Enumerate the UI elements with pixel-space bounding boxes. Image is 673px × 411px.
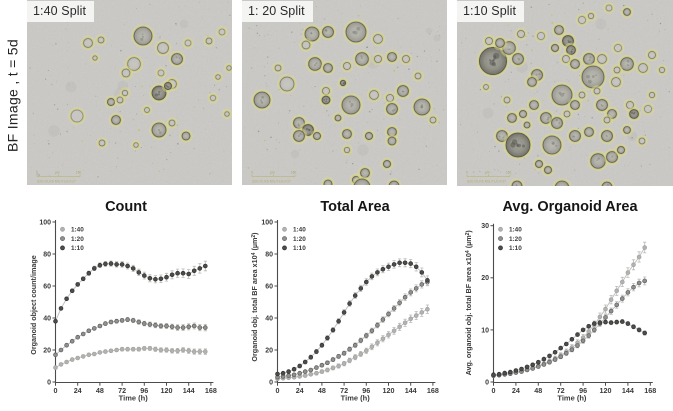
svg-text:168: 168 <box>205 386 217 395</box>
svg-text:96: 96 <box>362 386 370 395</box>
svg-text:72: 72 <box>118 386 126 395</box>
svg-text:Organoid object count/image: Organoid object count/image <box>29 255 38 354</box>
svg-text:72: 72 <box>557 386 565 395</box>
svg-text:Count: Count <box>105 199 147 215</box>
svg-text:10: 10 <box>481 327 489 334</box>
svg-text:80: 80 <box>43 251 51 258</box>
svg-text:0: 0 <box>47 379 51 386</box>
svg-text:24: 24 <box>74 386 82 395</box>
svg-text:100: 100 <box>39 219 51 226</box>
svg-text:Total Area: Total Area <box>320 199 390 215</box>
svg-text:40: 40 <box>43 315 51 322</box>
svg-text:Avg. Organoid Area: Avg. Organoid Area <box>502 199 638 215</box>
svg-text:1:40: 1:40 <box>509 227 522 234</box>
svg-text:144: 144 <box>405 386 417 395</box>
svg-text:30: 30 <box>481 223 489 230</box>
svg-text:80: 80 <box>265 251 273 258</box>
svg-text:96: 96 <box>579 386 587 395</box>
svg-text:144: 144 <box>622 386 634 395</box>
svg-text:120: 120 <box>600 386 612 395</box>
svg-text:60: 60 <box>265 283 273 290</box>
svg-text:48: 48 <box>96 386 104 395</box>
svg-text:Organoid obj. total BF area x1: Organoid obj. total BF area x104 (µm2) <box>250 232 259 362</box>
svg-text:40: 40 <box>265 315 273 322</box>
svg-text:20: 20 <box>43 347 51 354</box>
svg-text:Time (h): Time (h) <box>557 394 587 403</box>
svg-text:Time (h): Time (h) <box>341 394 371 403</box>
svg-text:1:20: 1:20 <box>71 236 84 243</box>
svg-text:1:10: 1:10 <box>293 245 306 252</box>
svg-text:48: 48 <box>534 386 542 395</box>
svg-text:96: 96 <box>140 386 148 395</box>
svg-text:48: 48 <box>318 386 326 395</box>
svg-text:1:20: 1:20 <box>293 236 306 243</box>
svg-text:20: 20 <box>481 275 489 282</box>
svg-text:144: 144 <box>183 386 195 395</box>
svg-text:0: 0 <box>485 379 489 386</box>
svg-text:120: 120 <box>161 386 173 395</box>
svg-text:0: 0 <box>276 386 280 395</box>
svg-text:24: 24 <box>296 386 304 395</box>
svg-text:0: 0 <box>492 386 496 395</box>
svg-text:1:10: 1:10 <box>509 245 522 252</box>
svg-text:120: 120 <box>383 386 395 395</box>
svg-text:1:40: 1:40 <box>71 227 84 234</box>
svg-text:24: 24 <box>512 386 520 395</box>
svg-text:0: 0 <box>269 379 273 386</box>
svg-text:168: 168 <box>644 386 656 395</box>
svg-text:0: 0 <box>54 386 58 395</box>
svg-text:1:40: 1:40 <box>293 227 306 234</box>
svg-text:20: 20 <box>265 347 273 354</box>
svg-text:168: 168 <box>427 386 439 395</box>
svg-text:1:10: 1:10 <box>71 245 84 252</box>
svg-text:Time (h): Time (h) <box>119 394 149 403</box>
svg-text:Avg. organoid obj. total BF ar: Avg. organoid obj. total BF area x104 (µ… <box>464 230 473 376</box>
svg-text:1:20: 1:20 <box>509 236 522 243</box>
svg-text:100: 100 <box>261 219 273 226</box>
svg-text:60: 60 <box>43 283 51 290</box>
svg-text:72: 72 <box>340 386 348 395</box>
